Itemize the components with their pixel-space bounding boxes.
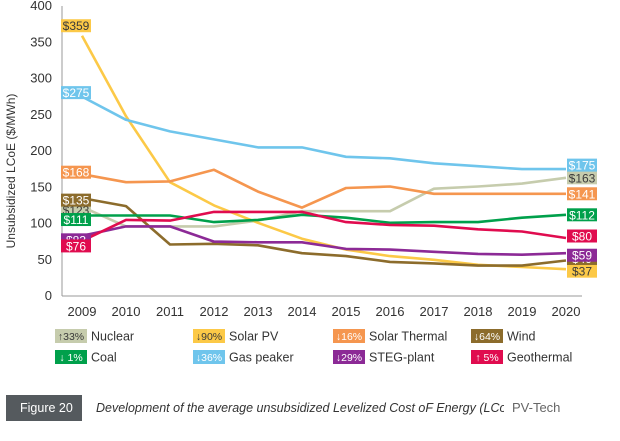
end-value-label: $37 [572,265,592,279]
start-value-label: $135 [63,194,90,208]
y-tick-label: 200 [30,143,52,158]
legend-swatch [193,329,225,343]
legend-change-label: ↓90% [196,331,222,343]
start-value-label: $168 [63,166,90,180]
end-tag-bg [567,229,597,243]
x-tick-label: 2013 [244,304,273,319]
figure-label: Figure 20 [6,395,82,421]
start-tag-bg [61,86,91,100]
legend-swatch [471,350,503,364]
legend-series-name: Coal [91,351,117,365]
legend-change-label: ↓ 1% [59,352,82,364]
start-tag-bg [61,213,91,227]
legend-change-label: ↑33% [58,331,84,343]
start-value-label: $111 [64,213,89,227]
legend-swatch [55,329,87,343]
start-value-label: $275 [63,86,90,100]
x-tick-label: 2009 [68,304,97,319]
start-tag-bg [61,239,91,253]
start-tag-bg [61,193,91,207]
x-tick-label: 2011 [156,304,184,319]
end-tag-bg [567,158,597,172]
start-value-label: $76 [66,239,86,253]
series-line-geothermal [81,210,567,243]
end-tag-bg [567,171,597,185]
start-value-label: $359 [63,19,90,33]
series-line-steg-plant [81,225,567,256]
y-tick-label: 50 [38,252,52,267]
y-tick-label: 150 [30,179,52,194]
end-tag-bg [567,187,597,201]
series-line-wind [81,196,567,267]
caption-text: Development of the average unsubsidized … [96,401,504,415]
legend-series-name: Gas peaker [229,351,294,365]
legend-series-name: Solar Thermal [369,330,447,344]
x-tick-label: 2016 [376,304,405,319]
legend-series-name: Nuclear [91,330,134,344]
legend-swatch [471,329,503,343]
series-line-solar-thermal [81,168,566,209]
y-tick-label: 0 [45,288,52,303]
legend-series-name: Geothermal [507,351,572,365]
y-axis-label: Unsubsidized LCoE ($/MWh) [4,94,18,249]
legend-swatch [193,350,225,364]
end-value-label: $141 [569,187,596,201]
legend-change-label: ↓36% [196,352,222,364]
end-value-label: $175 [569,159,596,173]
x-tick-label: 2018 [464,304,493,319]
legend-change-label: ↓64% [474,331,500,343]
x-tick-label: 2012 [200,304,229,319]
x-tick-label: 2017 [420,304,449,319]
end-tag-bg [567,248,597,262]
caption-bar: Figure 20 Development of the average uns… [0,392,620,424]
legend-change-label: ↑ 5% [475,352,498,364]
y-tick-label: 100 [30,216,52,231]
end-value-label: $163 [569,171,596,185]
legend-swatch [333,350,365,364]
x-tick-label: 2014 [288,304,317,319]
start-tag-bg [61,165,91,179]
y-tick-label: 350 [30,34,52,49]
legend-series-name: Wind [507,330,536,344]
y-tick-label: 300 [30,71,52,86]
x-tick-label: 2020 [552,304,581,319]
end-tag-bg [567,264,597,278]
start-tag-bg [61,19,91,33]
end-value-label: $80 [572,230,592,244]
x-tick-label: 2010 [112,304,141,319]
legend-swatch [333,329,365,343]
legend-series-name: Solar PV [229,330,279,344]
legend-change-label: ↓29% [336,352,362,364]
end-value-label: $59 [572,249,592,263]
legend-series-name: STEG-plant [369,351,435,365]
series-line-gas-peaker [81,95,566,171]
watermark: PV-Tech [512,400,561,415]
end-value-label: $112 [569,208,595,222]
legend-swatch [55,350,87,364]
y-tick-label: 400 [30,0,52,13]
end-tag-bg [567,208,597,222]
x-tick-label: 2015 [332,304,361,319]
legend-change-label: ↓16% [336,331,362,343]
x-tick-label: 2019 [508,304,537,319]
y-tick-label: 250 [30,107,52,122]
